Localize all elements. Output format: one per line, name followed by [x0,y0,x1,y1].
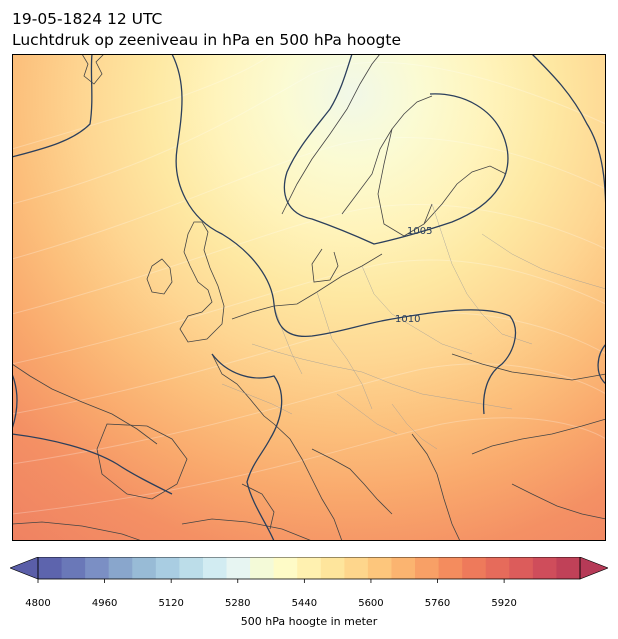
colorbar-segment [38,557,63,579]
colorbar-title: 500 hPa hoogte in meter [240,615,378,628]
colorbar-tick-label: 5280 [225,598,251,609]
colorbar-segment [250,557,275,579]
isobar-inner-west [211,353,283,541]
colorbar-tick-label: 4800 [25,598,51,609]
colorbar-segment [462,557,487,579]
colorbar-tick-label: 5600 [358,598,384,609]
colorbar-segment [155,557,180,579]
pressure-map: 1005 1010 [12,54,606,541]
colorbar-over-triangle [579,557,608,580]
colorbar-segment [367,557,392,579]
colorbar [10,557,608,583]
colorbar-segments [38,557,581,579]
colorbar-segment [61,557,86,579]
colorbar-segment [297,557,322,579]
isobar-southwest [12,373,18,430]
borders [221,203,606,450]
colorbar-segment [391,557,416,579]
colorbar-segment [132,557,157,579]
colorbar-under-triangle [10,557,39,580]
colorbar-segment [320,557,345,579]
colorbar-segment [532,557,557,579]
isobar-label-1005: 1005 [407,226,432,237]
isobar-low [12,433,173,495]
colorbar-segment [202,557,228,579]
colorbar-segment [509,557,534,579]
colorbar-tick-label: 5120 [158,598,184,609]
colorbar-segment [485,557,510,579]
colorbar-tick-label: 5760 [424,598,451,609]
colorbar-tick-label: 4960 [91,598,118,609]
colorbar-segment [273,557,298,579]
colorbar-segment [226,557,251,579]
coastlines [12,54,606,541]
colorbar-segment [438,557,463,579]
isobar-label-1010: 1010 [395,314,420,325]
colorbar-segment [85,557,110,579]
colorbar-segment [179,557,204,579]
colorbar-tick-label: 5920 [491,598,517,609]
isobar-southeast [597,343,606,385]
map-frame [12,54,606,541]
map-title-datetime: 19-05-1824 12 UTC [12,10,163,28]
colorbar-segment [344,557,369,579]
isobar-outer-west [12,54,93,158]
colorbar-segment [108,557,133,579]
colorbar-tick-label: 5440 [291,598,318,609]
map-title-description: Luchtdruk op zeeniveau in hPa en 500 hPa… [12,31,401,49]
colorbar-segment [415,557,440,579]
colorbar-frame [37,557,581,580]
isobar-1005 [283,54,509,245]
colorbar-segment [556,557,581,579]
isobar-1010 [171,54,517,415]
colorbar-ticks [37,579,505,583]
